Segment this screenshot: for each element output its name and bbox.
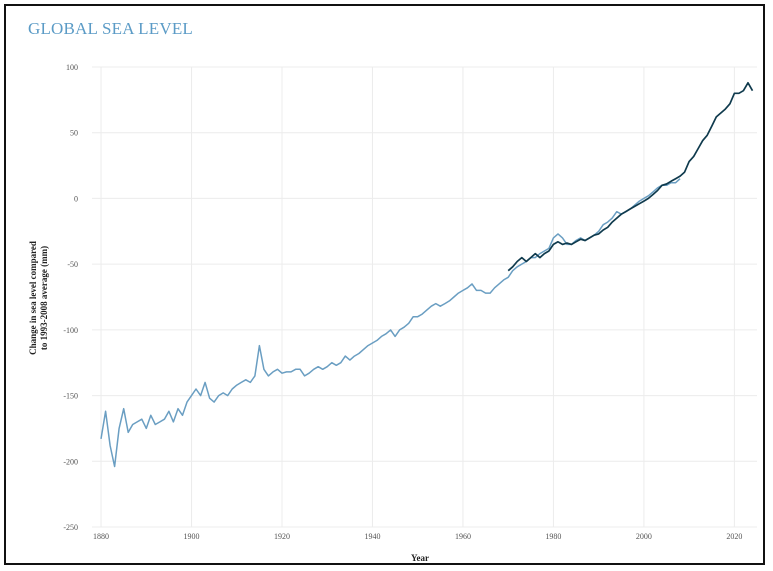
- y-axis-ticks: -250 -200 -150 -100 -50 0 50 100: [63, 63, 78, 532]
- x-tick-label: 1920: [274, 532, 290, 541]
- y-tick-label: -150: [63, 392, 78, 401]
- x-tick-label: 1960: [455, 532, 471, 541]
- x-tick-label: 1940: [364, 532, 380, 541]
- y-axis-label-line-2: to 1993-2008 average (mm): [39, 246, 49, 350]
- x-tick-label: 1880: [93, 532, 109, 541]
- y-axis-label-line-1: Change in sea level compared: [28, 241, 38, 355]
- x-tick-label: 1900: [184, 532, 200, 541]
- chart-title: GLOBAL SEA LEVEL: [28, 19, 193, 38]
- x-axis-label: Year: [411, 553, 429, 563]
- chart-frame: [4, 4, 765, 565]
- x-tick-label: 1980: [545, 532, 561, 541]
- y-tick-label: -50: [67, 260, 78, 269]
- x-tick-label: 2020: [726, 532, 742, 541]
- y-tick-label: -200: [63, 457, 78, 466]
- y-tick-label: -100: [63, 326, 78, 335]
- x-tick-label: 2000: [636, 532, 652, 541]
- y-tick-label: 0: [74, 194, 78, 203]
- y-tick-label: 50: [70, 129, 78, 138]
- series-lines: [100, 81, 754, 468]
- x-axis-ticks: 1880 1900 1920 1940 1960 1980 2000 2020: [93, 532, 742, 541]
- y-tick-label: 100: [66, 63, 78, 72]
- grid: [92, 66, 757, 528]
- series-line-2: [507, 81, 754, 272]
- series-line-1: [100, 178, 681, 468]
- y-tick-label: -250: [63, 523, 78, 532]
